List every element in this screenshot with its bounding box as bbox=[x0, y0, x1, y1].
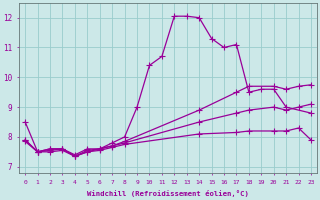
X-axis label: Windchill (Refroidissement éolien,°C): Windchill (Refroidissement éolien,°C) bbox=[87, 190, 249, 197]
